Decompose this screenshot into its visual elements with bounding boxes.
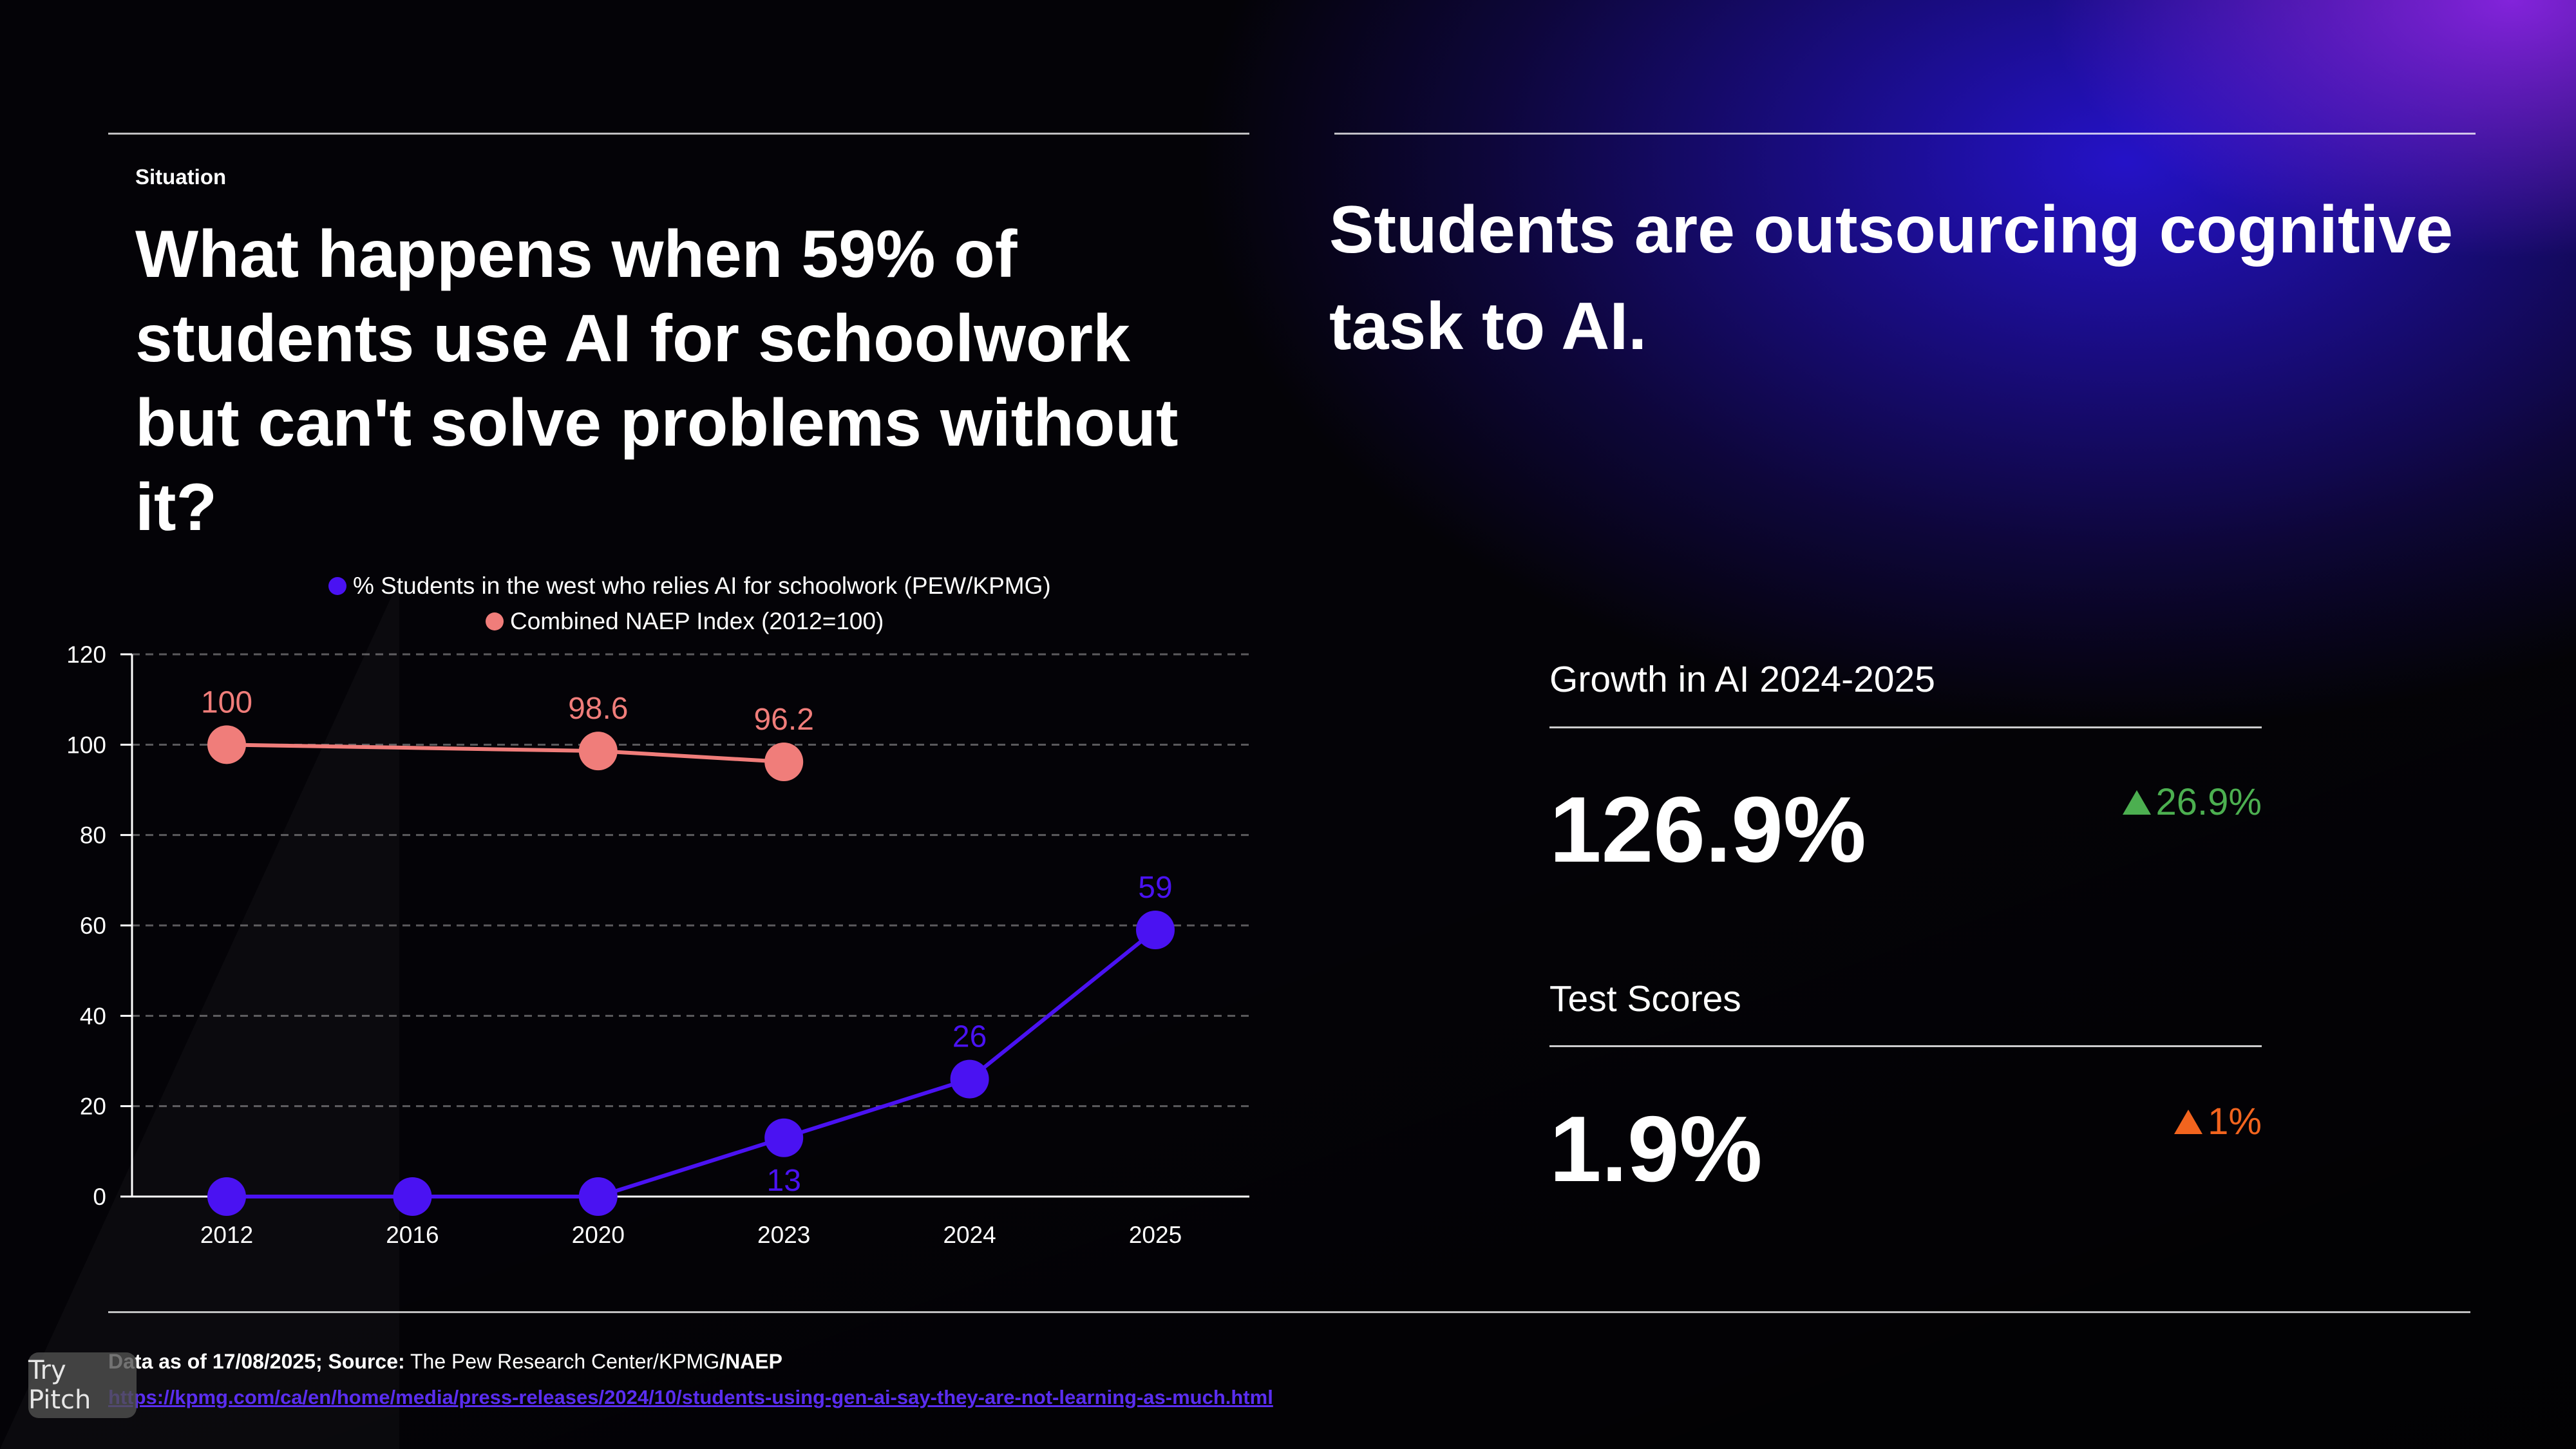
kpi-delta-ai-growth: 26.9% (2122, 781, 2262, 824)
legend-item-ai-reliance: % Students in the west who relies AI for… (328, 568, 1051, 603)
legend-marker-naep-index (486, 612, 504, 630)
x-tick-label: 2024 (943, 1222, 996, 1248)
kpi-label-test-scores: Test Scores (1549, 978, 1741, 1019)
kpi-label-ai-growth: Growth in AI 2024-2025 (1549, 659, 1935, 700)
insight-headline: Students are outsourcing cognitive task … (1329, 193, 2454, 364)
source-link[interactable]: https://kpmg.com/ca/en/home/media/press-… (108, 1386, 1273, 1408)
data-point (1136, 911, 1175, 950)
x-tick-label: 2012 (200, 1222, 253, 1248)
data-label: 13 (767, 1164, 801, 1198)
kpi-value-ai-growth: 126.9% (1549, 777, 1866, 882)
series-line-1 (226, 743, 784, 764)
data-point (207, 1177, 246, 1216)
y-tick-label: 120 (66, 641, 106, 668)
data-label: 100 (201, 685, 252, 719)
triangle-up-icon (2122, 790, 2151, 815)
data-point (764, 1118, 804, 1157)
y-tick-label: 60 (80, 913, 106, 939)
triangle-up-icon (2174, 1109, 2203, 1134)
slide-headline: What happens when 59% of students use AI… (135, 217, 1179, 545)
source-text-tail: /NAEP (719, 1350, 782, 1373)
data-point (578, 1177, 618, 1216)
legend-label-ai-reliance: % Students in the west who relies AI for… (353, 572, 1051, 599)
data-label: 26 (952, 1020, 987, 1054)
series-line-0 (227, 928, 1157, 1198)
try-pitch-button[interactable]: Try Pitch (28, 1352, 137, 1418)
data-label: 98.6 (568, 692, 628, 726)
y-tick-label: 0 (93, 1184, 106, 1210)
x-tick-label: 2025 (1129, 1222, 1182, 1248)
bottom-divider (108, 1311, 2470, 1313)
data-point (578, 732, 618, 771)
data-label: 96.2 (753, 703, 813, 737)
data-point (207, 725, 246, 764)
legend-item-naep-index: Combined NAEP Index (2012=100) (486, 603, 1051, 639)
source-note: Data as of 17/08/2025; Source: The Pew R… (108, 1350, 782, 1374)
chart-legend: % Students in the west who relies AI for… (328, 568, 1051, 639)
kpi-delta-value-ai-growth: 26.9% (2155, 781, 2262, 823)
kpi-divider-ai-growth (1549, 726, 2262, 728)
y-tick-label: 40 (80, 1003, 106, 1029)
x-tick-label: 2016 (386, 1222, 439, 1248)
source-text: The Pew Research Center/KPMG (410, 1350, 720, 1373)
kpi-value-test-scores: 1.9% (1549, 1097, 1763, 1201)
y-tick-label: 100 (66, 732, 106, 758)
section-kicker: Situation (135, 165, 227, 189)
data-point (764, 742, 804, 781)
data-point (950, 1059, 989, 1099)
x-tick-label: 2020 (572, 1222, 625, 1248)
data-label: 59 (1138, 871, 1172, 905)
y-tick-label: 80 (80, 822, 106, 849)
source-label: Source: (328, 1350, 405, 1373)
kpi-divider-test-scores (1549, 1045, 2262, 1047)
y-tick-label: 20 (80, 1094, 106, 1120)
x-tick-label: 2023 (757, 1222, 810, 1248)
top-divider-right (1334, 133, 2476, 135)
legend-marker-ai-reliance (328, 576, 346, 595)
source-date: Data as of 17/08/2025; (108, 1350, 323, 1373)
top-divider-left (108, 133, 1249, 135)
data-point (393, 1177, 432, 1216)
legend-label-naep-index: Combined NAEP Index (2012=100) (510, 607, 884, 634)
kpi-delta-value-test-scores: 1% (2208, 1101, 2262, 1142)
kpi-delta-test-scores: 1% (2174, 1100, 2262, 1143)
